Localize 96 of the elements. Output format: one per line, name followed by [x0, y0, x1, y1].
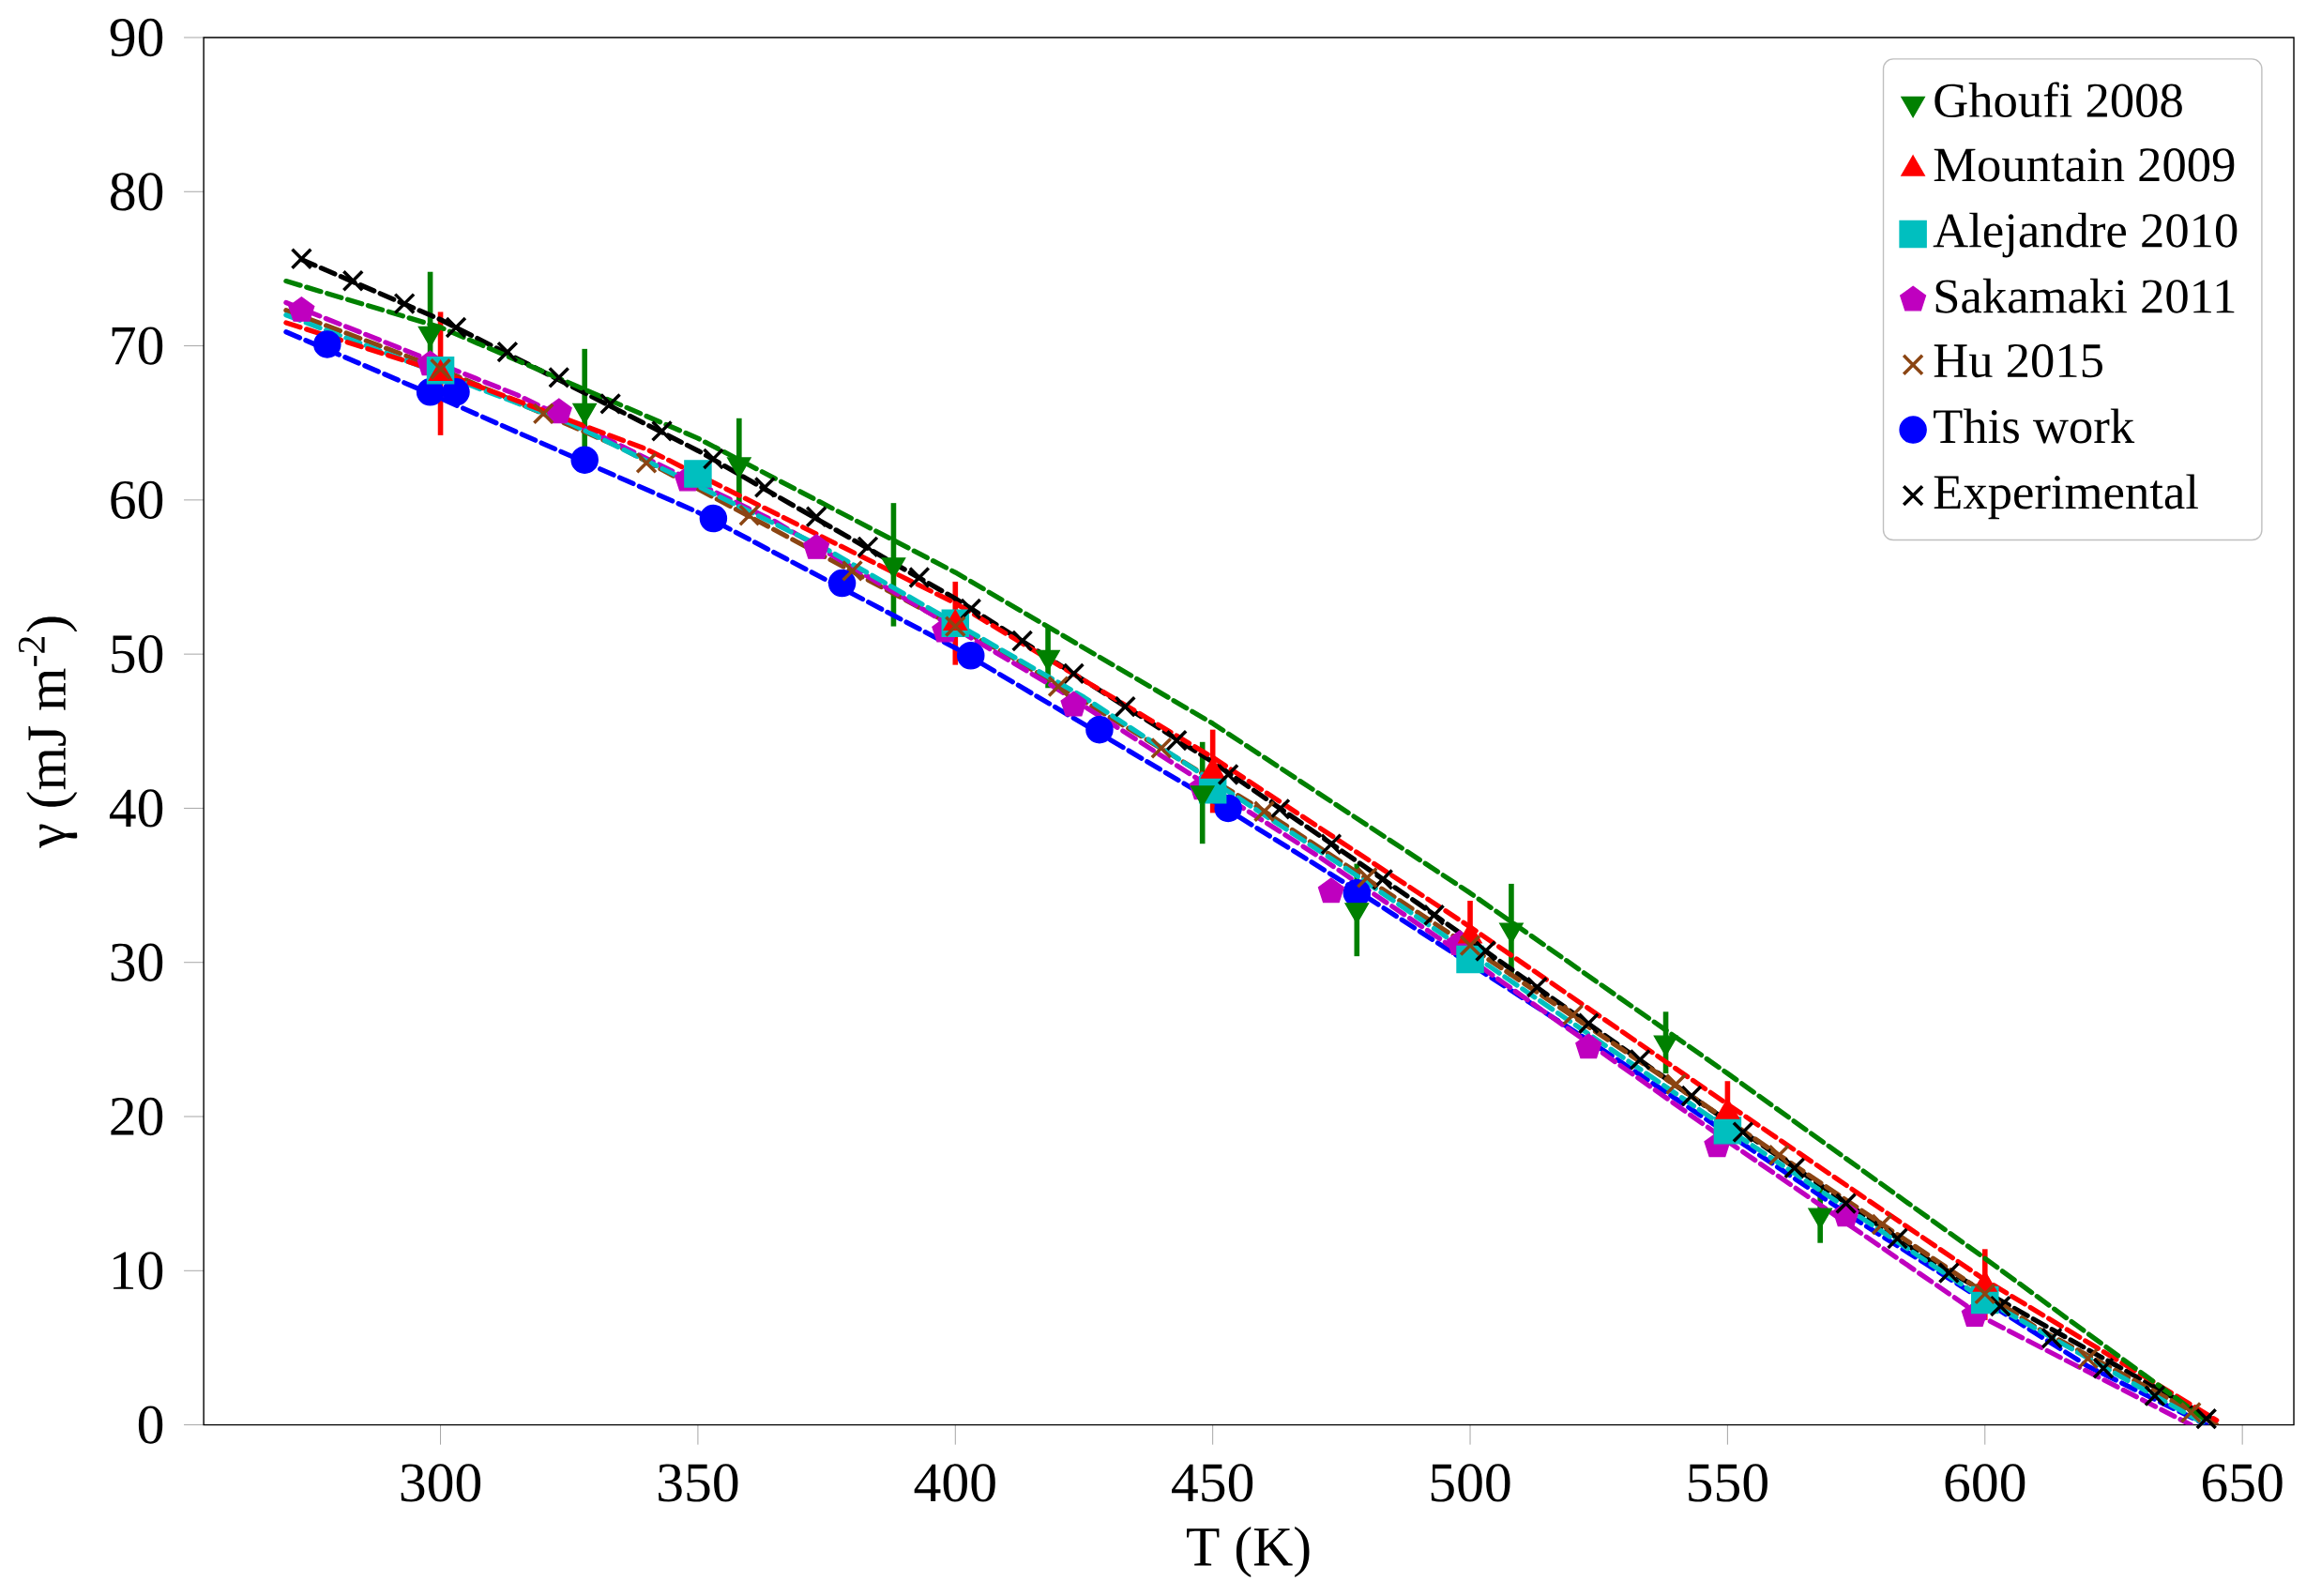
point — [532, 403, 554, 425]
point — [1783, 1157, 1806, 1179]
x-tick-label: 600 — [1945, 1464, 2025, 1502]
point — [393, 292, 416, 315]
point — [1577, 1012, 1600, 1035]
legend-label: Mountain 2009 — [1934, 148, 2235, 182]
point — [548, 366, 570, 389]
x-tick-label: 650 — [2202, 1464, 2283, 1502]
point — [1937, 1261, 1961, 1284]
y-tick-label: 90 — [110, 18, 163, 57]
point — [699, 504, 728, 533]
point — [445, 316, 467, 339]
point — [1010, 630, 1034, 652]
point — [1629, 1048, 1651, 1072]
point — [1060, 691, 1087, 717]
point — [957, 642, 985, 670]
point — [1317, 877, 1344, 904]
point — [1474, 939, 1497, 963]
point — [805, 506, 827, 528]
point — [1886, 1227, 1909, 1250]
point — [599, 392, 622, 416]
point — [753, 476, 776, 499]
point — [1525, 976, 1549, 998]
point — [496, 341, 519, 363]
point — [1974, 1283, 1996, 1305]
x-axis-title: T (K) — [1187, 1526, 1310, 1578]
point — [570, 446, 599, 474]
point — [2041, 1327, 2063, 1349]
x-tick-label: 300 — [401, 1464, 481, 1502]
point — [1062, 662, 1085, 685]
point — [2076, 1347, 2100, 1370]
point — [944, 615, 966, 638]
point — [738, 504, 761, 526]
point — [1150, 737, 1173, 760]
point — [1252, 800, 1276, 823]
point — [1214, 794, 1242, 823]
y-tick-label: 30 — [111, 943, 163, 981]
point — [1767, 1144, 1790, 1166]
point — [341, 269, 364, 292]
point — [650, 419, 674, 443]
point — [803, 534, 830, 559]
y-tick-label: 40 — [109, 789, 163, 828]
y-tick-label: 70 — [112, 327, 163, 365]
point — [2144, 1385, 2166, 1407]
point — [1356, 866, 1378, 889]
x-tick-label: 350 — [659, 1464, 738, 1502]
x-tick-label: 550 — [1689, 1464, 1767, 1502]
point — [1085, 715, 1114, 744]
point — [1047, 675, 1070, 698]
y-axis-title: γ (mJ m$^{-2}$) — [18, 616, 78, 848]
point — [1217, 763, 1239, 786]
point — [2179, 1401, 2202, 1424]
legend-label: Ghoufi 2008 — [1934, 82, 2182, 118]
y-tick-label: 60 — [111, 480, 163, 520]
y-tick-label: 10 — [114, 1252, 163, 1290]
y-tick-label: 80 — [111, 173, 163, 211]
point — [1871, 1213, 1893, 1236]
point — [288, 296, 315, 322]
point — [1834, 1192, 1858, 1215]
legend-label: Alejandre 2010 — [1933, 212, 2238, 258]
point — [1664, 1072, 1688, 1096]
point — [908, 566, 931, 589]
point — [841, 559, 864, 583]
legend-label: Sakamaki 2011 — [1935, 278, 2235, 313]
point — [1422, 904, 1446, 926]
point — [2092, 1357, 2115, 1379]
point — [702, 448, 725, 470]
point — [545, 398, 572, 424]
legend-label: This work — [1934, 408, 2135, 444]
point — [960, 598, 982, 620]
x-tick-label: 500 — [1431, 1464, 1510, 1502]
point — [635, 451, 658, 475]
point — [2195, 1407, 2218, 1430]
point — [1575, 1033, 1602, 1059]
legend-label: Experimental — [1934, 474, 2198, 520]
point — [857, 536, 879, 558]
point — [1732, 1120, 1754, 1144]
point — [1114, 695, 1137, 718]
point — [1680, 1085, 1703, 1107]
point — [1165, 729, 1188, 752]
point — [1989, 1295, 2011, 1317]
point — [1268, 798, 1291, 821]
y-tick-label: 0 — [138, 1406, 163, 1444]
point — [290, 248, 313, 270]
x-tick-label: 450 — [1172, 1464, 1253, 1502]
point — [684, 460, 712, 488]
point — [442, 378, 470, 406]
point — [827, 569, 857, 598]
point — [1562, 1003, 1585, 1026]
point — [1459, 934, 1481, 957]
x-tick-label: 400 — [914, 1464, 995, 1502]
y-tick-label: 20 — [111, 1097, 163, 1136]
point — [1320, 833, 1343, 856]
point — [313, 330, 341, 358]
y-tick-label: 50 — [112, 635, 163, 674]
legend-label: Hu 2015 — [1934, 343, 2102, 378]
